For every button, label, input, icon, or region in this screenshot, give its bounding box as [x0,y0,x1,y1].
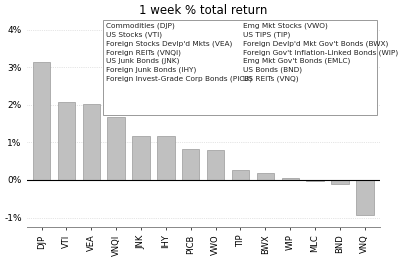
Bar [157,136,175,180]
Text: Commodities (DJP)
US Stocks (VTI)
Foreign Stocks Devlp'd Mkts (VEA)
Foreign REIT: Commodities (DJP) US Stocks (VTI) Foreig… [106,23,252,82]
Bar [107,117,125,180]
Bar [256,173,274,180]
Bar [58,102,75,180]
Bar [281,178,299,180]
Text: Emg Mkt Stocks (VWO)
US TIPS (TIP)
Foreign Devlp'd Mkt Gov't Bonds (BWX)
Foreign: Emg Mkt Stocks (VWO) US TIPS (TIP) Forei… [244,23,399,82]
Bar [331,180,349,185]
Bar [182,149,200,180]
Bar [306,180,324,181]
FancyBboxPatch shape [103,21,377,115]
Bar [356,180,374,214]
Title: 1 week % total return: 1 week % total return [139,4,267,17]
Bar [83,104,100,180]
Bar [132,136,150,180]
Bar [207,150,225,180]
Bar [33,62,50,180]
Bar [232,170,249,180]
